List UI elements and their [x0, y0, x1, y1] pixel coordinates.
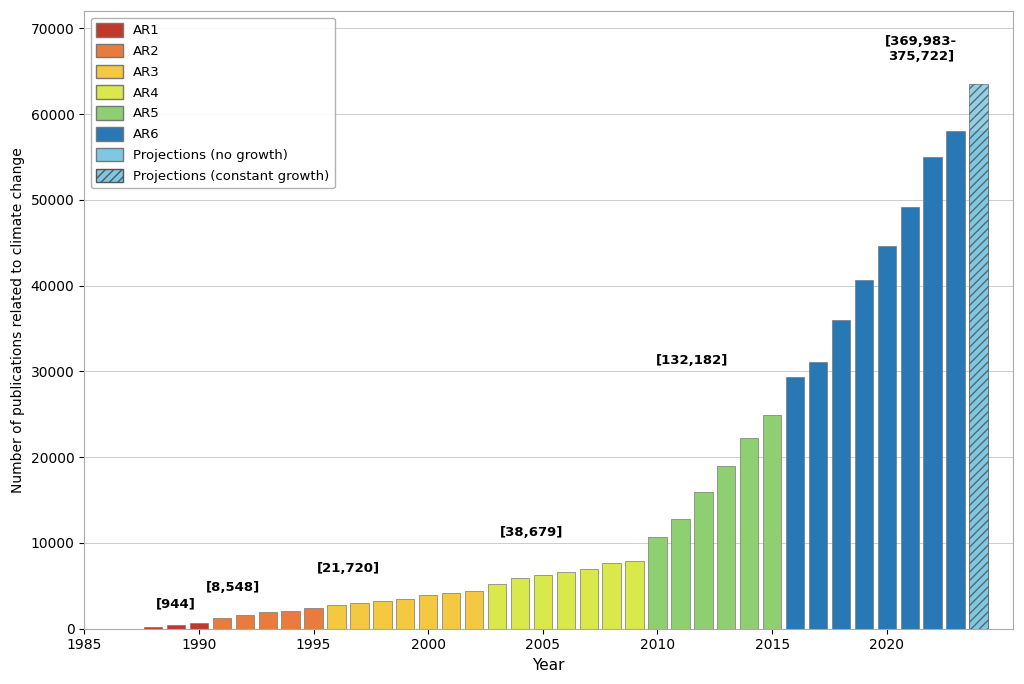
Bar	[557, 572, 574, 629]
Bar	[419, 595, 437, 629]
Bar	[717, 466, 735, 629]
Bar	[648, 537, 667, 629]
Bar	[946, 131, 965, 629]
Y-axis label: Number of publications related to climate change: Number of publications related to climat…	[11, 147, 26, 492]
Bar	[511, 578, 529, 629]
Bar	[304, 608, 323, 629]
Bar	[809, 362, 827, 629]
Bar	[694, 492, 713, 629]
Bar	[167, 625, 185, 629]
Bar	[763, 415, 781, 629]
Bar	[672, 519, 689, 629]
Bar	[442, 594, 461, 629]
Bar	[213, 618, 231, 629]
Text: [8,548]: [8,548]	[206, 581, 260, 594]
Text: [944]: [944]	[156, 598, 196, 611]
Bar	[970, 131, 988, 629]
Bar	[878, 246, 896, 629]
Bar	[580, 568, 598, 629]
Bar	[970, 84, 988, 629]
X-axis label: Year: Year	[532, 658, 565, 673]
Text: [38,679]: [38,679]	[500, 525, 563, 538]
Bar	[534, 575, 552, 629]
Bar	[465, 591, 483, 629]
Bar	[831, 320, 850, 629]
Text: [132,182]: [132,182]	[655, 354, 728, 367]
Bar	[350, 603, 369, 629]
Text: [21,720]: [21,720]	[316, 562, 380, 575]
Bar	[900, 207, 919, 629]
Bar	[328, 605, 346, 629]
Bar	[740, 438, 759, 629]
Bar	[924, 157, 942, 629]
Bar	[487, 584, 506, 629]
Bar	[236, 615, 254, 629]
Bar	[189, 622, 208, 629]
Bar	[626, 561, 644, 629]
Bar	[258, 612, 276, 629]
Bar	[602, 564, 621, 629]
Bar	[144, 627, 162, 629]
Bar	[373, 601, 391, 629]
Text: [369,983-
375,722]: [369,983- 375,722]	[885, 35, 957, 62]
Bar	[855, 280, 873, 629]
Bar	[396, 598, 415, 629]
Bar	[282, 611, 300, 629]
Bar	[785, 378, 804, 629]
Legend: AR1, AR2, AR3, AR4, AR5, AR6, Projections (no growth), Projections (constant gro: AR1, AR2, AR3, AR4, AR5, AR6, Projection…	[91, 18, 335, 188]
